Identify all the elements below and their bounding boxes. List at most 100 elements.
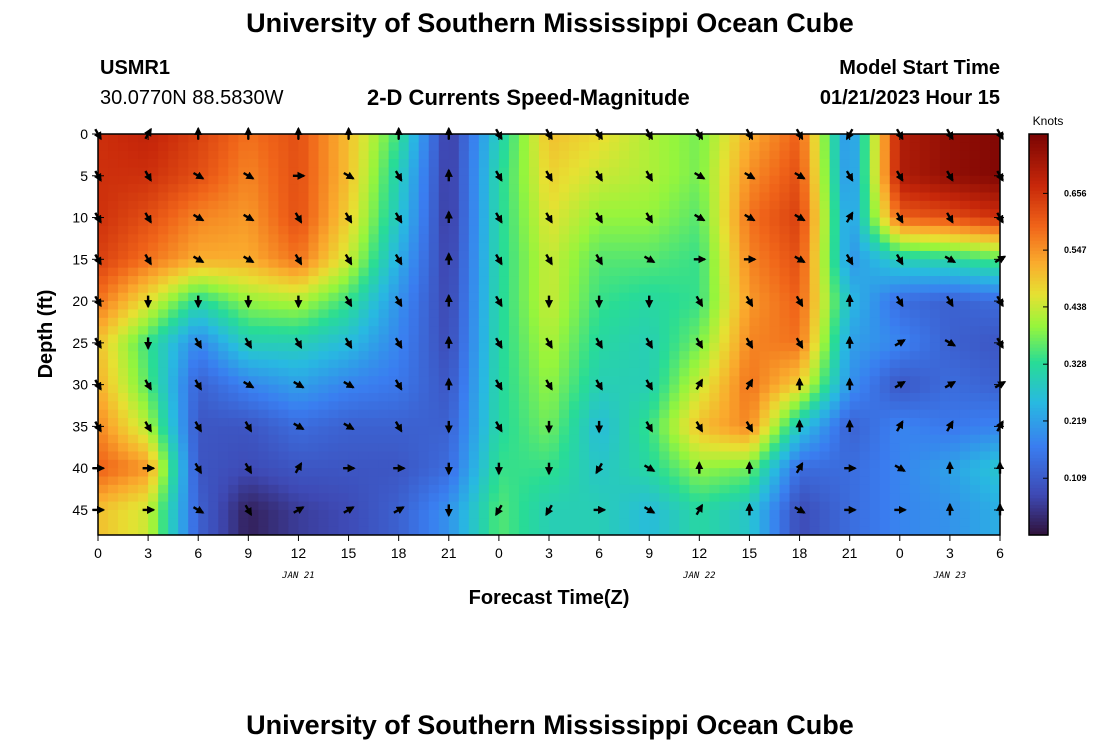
heatmap-cell — [108, 526, 119, 535]
heatmap-cell — [799, 459, 811, 469]
heatmap-cell — [859, 367, 871, 377]
heatmap-cell — [939, 342, 951, 352]
colorbar-segment — [1029, 184, 1048, 189]
heatmap-cell — [498, 367, 510, 377]
heatmap-cell — [869, 309, 881, 319]
heatmap-cell — [799, 418, 811, 427]
heatmap-cell — [819, 250, 831, 260]
colorbar-segment — [1029, 494, 1048, 499]
heatmap-cell — [649, 167, 660, 177]
heatmap-cell — [308, 401, 320, 411]
heatmap-cell — [498, 401, 510, 411]
heatmap-cell — [859, 301, 871, 311]
heatmap-cell — [879, 342, 891, 352]
heatmap-cell — [108, 493, 119, 503]
heatmap-cell — [428, 234, 440, 244]
heatmap-cell — [569, 134, 580, 143]
heatmap-cell — [919, 468, 931, 478]
heatmap-cell — [619, 518, 630, 528]
heatmap-cell — [809, 367, 821, 377]
heatmap-cell — [408, 276, 420, 285]
heatmap-cell — [859, 267, 871, 277]
heatmap-cell — [649, 267, 660, 277]
heatmap-cell — [398, 292, 410, 302]
heatmap-cell — [508, 484, 520, 494]
heatmap-cell — [448, 484, 460, 494]
heatmap-cell — [559, 150, 570, 160]
heatmap-cell — [428, 392, 440, 402]
heatmap-cell — [338, 459, 350, 469]
heatmap-cell — [358, 242, 370, 252]
heatmap-cell — [268, 342, 279, 352]
heatmap-cell — [709, 309, 720, 319]
heatmap-cell — [248, 451, 259, 461]
heatmap-cell — [248, 434, 259, 444]
heatmap-cell — [148, 276, 159, 285]
heatmap-cell — [438, 392, 450, 402]
heatmap-cell — [158, 225, 169, 235]
heatmap-cell — [789, 443, 801, 453]
heatmap-cell — [478, 493, 490, 503]
heatmap-cell — [528, 518, 540, 528]
model-start-value: 01/21/2023 Hour 15 — [819, 87, 1000, 109]
heatmap-cell — [719, 267, 730, 277]
heatmap-cell — [378, 150, 390, 160]
heatmap-cell — [428, 184, 440, 194]
heatmap-cell — [288, 326, 300, 336]
heatmap-cell — [609, 426, 620, 436]
heatmap-cell — [468, 192, 480, 202]
heatmap-cell — [128, 267, 139, 277]
heatmap-cell — [839, 225, 851, 235]
heatmap-cell — [799, 334, 811, 344]
heatmap-cell — [759, 426, 771, 436]
heatmap-cell — [348, 484, 360, 494]
heatmap-cell — [418, 234, 430, 244]
colorbar-segment — [1029, 144, 1048, 148]
heatmap-cell — [438, 192, 450, 202]
heatmap-cell — [669, 134, 680, 143]
heatmap-cell — [328, 326, 340, 336]
heatmap-cell — [378, 351, 390, 361]
heatmap-cell — [528, 384, 540, 394]
heatmap-cell — [769, 309, 781, 319]
heatmap-cell — [478, 150, 490, 160]
colorbar-segment — [1029, 304, 1048, 309]
heatmap-cell — [108, 225, 119, 235]
heatmap-cell — [418, 301, 430, 311]
heatmap-cell — [518, 401, 530, 411]
heatmap-cell — [458, 225, 470, 235]
heatmap-cell — [849, 443, 861, 453]
heatmap-cell — [729, 175, 741, 185]
heatmap-cell — [308, 376, 320, 386]
heatmap-cell — [388, 334, 400, 344]
heatmap-cell — [969, 134, 981, 143]
heatmap-cell — [989, 326, 1000, 336]
heatmap-cell — [739, 392, 751, 402]
current-vector-arrow — [394, 253, 403, 266]
heatmap-cell — [899, 301, 911, 311]
colorbar-segment — [1029, 284, 1048, 289]
x-tick-label: 18 — [391, 545, 407, 561]
x-tick-label: 9 — [244, 545, 252, 561]
heatmap-cell — [979, 167, 991, 177]
heatmap-cell — [298, 192, 310, 202]
heatmap-cell — [448, 134, 460, 143]
heatmap-cell — [308, 392, 320, 402]
heatmap-cell — [799, 384, 811, 394]
heatmap-cell — [939, 209, 951, 219]
heatmap-cell — [238, 276, 249, 285]
heatmap-cell — [929, 142, 941, 152]
heatmap-cell — [769, 526, 781, 535]
heatmap-cell — [208, 384, 219, 394]
heatmap-cell — [328, 409, 340, 419]
heatmap-cell — [839, 309, 851, 319]
heatmap-cell — [298, 200, 310, 210]
heatmap-cell — [148, 317, 159, 327]
heatmap-cell — [528, 292, 540, 302]
heatmap-cell — [829, 159, 841, 169]
heatmap-cell — [619, 267, 630, 277]
heatmap-cell — [569, 309, 580, 319]
heatmap-cell — [498, 501, 510, 511]
heatmap-cell — [829, 326, 841, 336]
heatmap-cell — [969, 284, 981, 294]
